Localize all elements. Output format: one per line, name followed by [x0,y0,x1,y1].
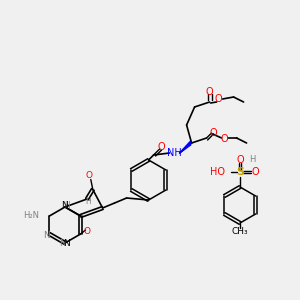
Text: N: N [61,202,68,211]
Text: O: O [85,171,92,180]
Text: H: H [249,155,255,164]
Text: H₂N: H₂N [23,212,39,220]
Text: O: O [206,87,213,97]
Text: NH: NH [167,148,182,158]
Text: N: N [80,233,81,235]
Text: N: N [43,230,50,239]
Text: S: S [236,167,244,177]
Text: O: O [158,142,165,152]
Text: H: H [64,200,70,209]
Text: O: O [251,167,259,177]
Text: H: H [85,197,91,206]
Text: CH₃: CH₃ [232,226,248,236]
Text: N: N [58,238,65,247]
Text: O: O [215,94,222,104]
Text: O: O [210,128,218,138]
Text: N: N [63,238,69,247]
Polygon shape [180,141,190,153]
Text: O: O [83,226,90,236]
Text: O: O [221,134,228,144]
Text: O: O [236,155,244,165]
Text: HO: HO [210,167,225,177]
